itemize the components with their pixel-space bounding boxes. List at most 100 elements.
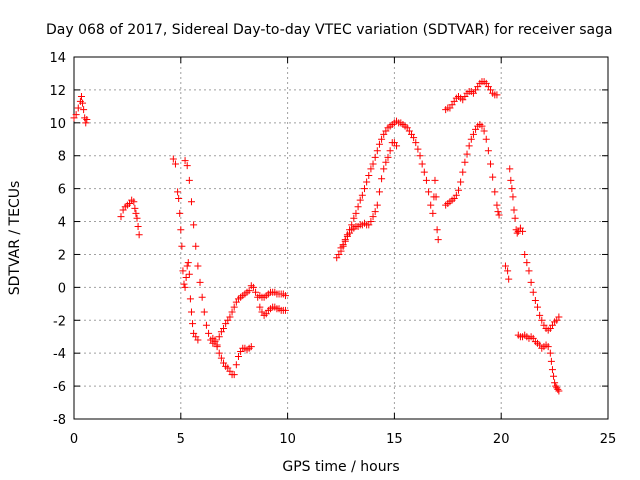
data-point <box>519 227 527 235</box>
data-point <box>504 267 512 275</box>
data-point <box>548 366 556 374</box>
data-point <box>489 173 497 181</box>
chart-title: Day 068 of 2017, Sidereal Day-to-day VTE… <box>46 22 613 38</box>
x-tick-label: 15 <box>386 432 403 447</box>
data-point <box>135 231 143 239</box>
data-point <box>371 208 379 216</box>
data-point <box>555 387 563 395</box>
plot-frame <box>73 56 609 420</box>
data-point <box>457 178 465 186</box>
data-point <box>380 165 388 173</box>
data-point <box>420 168 428 176</box>
data-point <box>205 329 213 337</box>
data-point <box>187 198 195 206</box>
data-point <box>393 142 401 150</box>
data-point <box>367 165 375 173</box>
data-point <box>185 176 193 184</box>
data-point <box>369 160 377 168</box>
data-point <box>363 178 371 186</box>
data-point <box>339 241 347 249</box>
data-point <box>507 176 515 184</box>
x-tick-label: 25 <box>600 432 617 447</box>
data-point <box>384 153 392 161</box>
data-point <box>378 175 386 183</box>
data-point <box>234 352 242 360</box>
y-tick-label: 0 <box>58 281 66 296</box>
data-point <box>491 188 499 196</box>
y-tick-labels: -8 -6 -4 -2 0 2 4 6 8 10 12 14 <box>49 51 66 428</box>
data-point <box>202 321 210 329</box>
y-tick-label: 12 <box>49 84 66 99</box>
data-point <box>194 262 202 270</box>
y-tick-label: -2 <box>53 314 66 329</box>
data-point <box>194 336 202 344</box>
data-point <box>179 267 187 275</box>
grid-lines <box>74 57 608 419</box>
x-tick-label: 10 <box>279 432 296 447</box>
data-point <box>465 142 473 150</box>
data-point <box>245 287 253 295</box>
data-point <box>544 343 552 351</box>
data-point <box>354 203 362 211</box>
data-point <box>467 135 475 143</box>
data-point <box>495 211 503 219</box>
data-point <box>551 379 559 387</box>
data-point <box>232 361 240 369</box>
data-point <box>252 288 260 296</box>
data-point <box>352 209 360 217</box>
y-tick-label: 4 <box>58 216 66 231</box>
data-point <box>487 160 495 168</box>
data-point <box>350 214 358 222</box>
data-point <box>510 206 518 214</box>
data-point <box>534 303 542 311</box>
data-points <box>70 78 563 395</box>
data-point <box>432 193 440 201</box>
data-point <box>494 208 502 216</box>
y-tick-label: -6 <box>53 380 66 395</box>
data-point <box>555 313 563 321</box>
data-point <box>547 357 555 365</box>
data-point <box>484 147 492 155</box>
x-axis-label: GPS time / hours <box>282 459 399 475</box>
data-point <box>375 140 383 148</box>
data-point <box>480 127 488 135</box>
y-tick-label: -4 <box>53 347 66 362</box>
data-point <box>83 116 91 124</box>
data-point <box>133 214 141 222</box>
data-point <box>452 191 460 199</box>
data-point <box>469 130 477 138</box>
data-point <box>513 229 521 237</box>
data-point <box>187 308 195 316</box>
data-point <box>382 158 390 166</box>
data-point <box>189 320 197 328</box>
data-point <box>134 222 142 230</box>
data-point <box>181 157 189 165</box>
data-point <box>256 303 264 311</box>
data-point <box>198 293 206 301</box>
data-point <box>182 273 190 281</box>
data-point <box>418 160 426 168</box>
data-point <box>373 201 381 209</box>
data-point <box>365 171 373 179</box>
data-point <box>422 176 430 184</box>
data-point <box>454 186 462 194</box>
data-point <box>192 242 200 250</box>
data-point <box>217 354 225 362</box>
x-tick-label: 0 <box>70 432 78 447</box>
data-point <box>493 91 501 99</box>
data-point <box>249 283 257 291</box>
data-point <box>77 92 85 100</box>
data-point <box>180 280 188 288</box>
data-point <box>410 134 418 142</box>
data-point <box>130 198 138 206</box>
data-point <box>416 152 424 160</box>
data-point <box>509 193 517 201</box>
data-point <box>190 221 198 229</box>
x-tick-label: 5 <box>177 432 185 447</box>
data-point <box>463 150 471 158</box>
data-point <box>538 316 546 324</box>
data-point <box>523 259 531 267</box>
data-point <box>378 135 386 143</box>
data-point <box>431 176 439 184</box>
data-point <box>525 267 533 275</box>
